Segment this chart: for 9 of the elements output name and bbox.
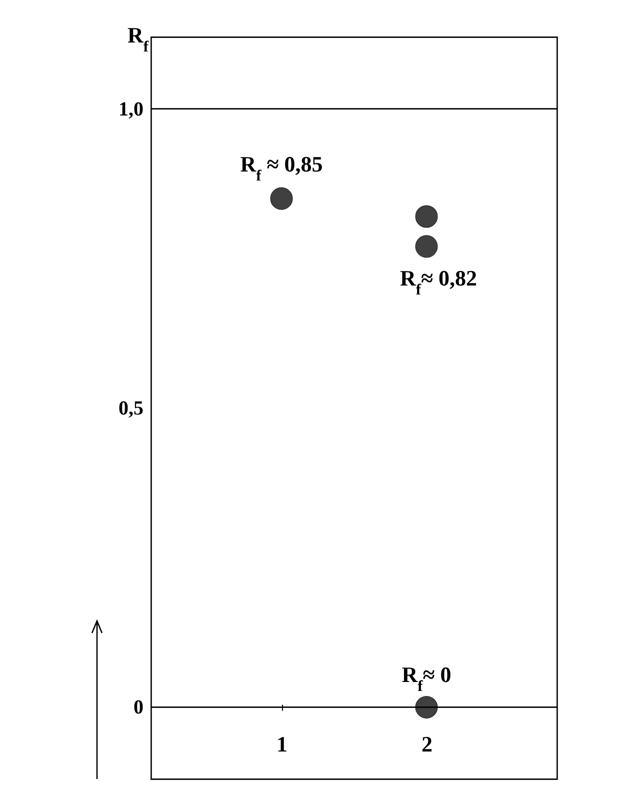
annotation: R$_{f}$ ≈ 0,85	[240, 152, 323, 184]
y-tick-label: 1,0	[118, 98, 144, 120]
y-axis-title: R$_{f}$	[127, 22, 150, 55]
y-tick-label: 0	[134, 696, 144, 719]
annotation: R$_{f}$≈ 0	[402, 662, 452, 695]
x-tick-label: 1	[276, 732, 288, 757]
x-tick-label: 2	[422, 732, 432, 757]
annotation: R$_{f}$≈ 0,82	[400, 266, 478, 298]
y-tick-label: 0,5	[118, 398, 144, 420]
